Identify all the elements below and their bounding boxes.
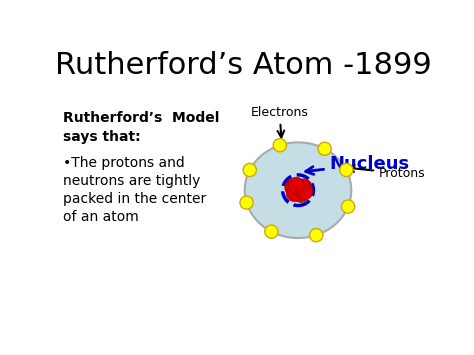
Text: of an atom: of an atom	[63, 209, 139, 224]
Text: Rutherford’s  Model: Rutherford’s Model	[63, 111, 219, 125]
Ellipse shape	[265, 225, 278, 238]
Text: Nucleus: Nucleus	[306, 155, 410, 174]
Ellipse shape	[293, 186, 309, 202]
Ellipse shape	[285, 179, 301, 196]
Ellipse shape	[273, 139, 286, 152]
Ellipse shape	[286, 185, 302, 202]
Ellipse shape	[297, 184, 313, 200]
Text: says that:: says that:	[63, 130, 141, 143]
Ellipse shape	[288, 177, 304, 193]
Ellipse shape	[240, 196, 253, 209]
Ellipse shape	[341, 200, 355, 213]
Ellipse shape	[310, 229, 323, 242]
Text: Electrons: Electrons	[251, 106, 309, 137]
Ellipse shape	[296, 179, 312, 195]
Text: Rutherford’s Atom -1899: Rutherford’s Atom -1899	[55, 51, 431, 80]
Text: Protons: Protons	[348, 165, 426, 180]
Ellipse shape	[243, 163, 256, 176]
Text: packed in the center: packed in the center	[63, 192, 206, 206]
Text: neutrons are tightly: neutrons are tightly	[63, 174, 201, 188]
Ellipse shape	[340, 163, 353, 176]
Ellipse shape	[245, 142, 351, 238]
Ellipse shape	[318, 142, 331, 155]
Text: •The protons and: •The protons and	[63, 156, 185, 170]
Ellipse shape	[290, 182, 306, 198]
